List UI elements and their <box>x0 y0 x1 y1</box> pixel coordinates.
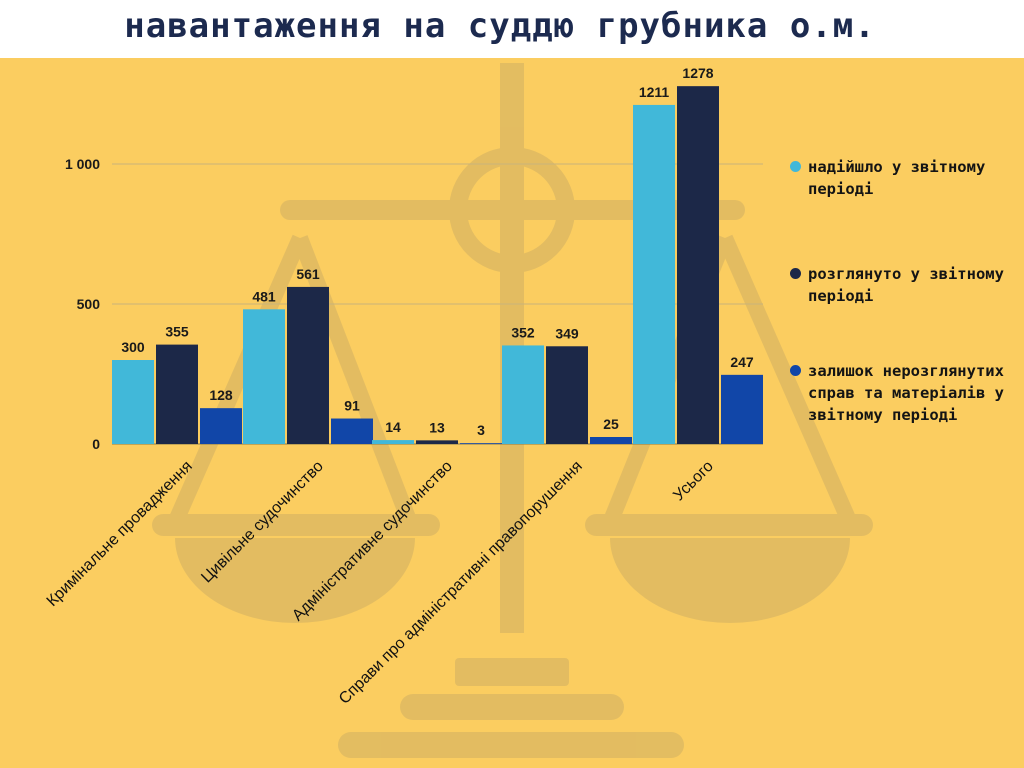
bar <box>721 374 763 444</box>
legend-label: залишок нерозглянутих справ та матеріалі… <box>808 362 1004 424</box>
bar <box>546 346 588 444</box>
data-label: 1278 <box>682 65 713 81</box>
bar <box>416 440 458 444</box>
data-label: 349 <box>555 325 579 341</box>
data-label: 561 <box>296 266 320 282</box>
data-label: 247 <box>730 354 754 370</box>
y-tick-label: 500 <box>77 296 101 312</box>
data-label: 91 <box>344 398 360 414</box>
bar <box>460 443 502 444</box>
data-label: 355 <box>165 324 189 340</box>
data-label: 1211 <box>639 84 670 100</box>
bar-chart: 0 500 1 000 300 355 128 481 561 91 14 13 3 352 349 25… <box>44 63 873 758</box>
data-label: 14 <box>385 419 401 435</box>
legend-label: розглянуто у звітному періоді <box>808 265 1004 305</box>
legend-label: надійшло у звітному періоді <box>808 158 986 198</box>
chart-title: навантаження на суддю грубника о.м. <box>124 6 876 46</box>
chart-panel: 0 500 1 000 300 355 128 481 561 91 14 13 3 352 349 25… <box>0 58 1024 768</box>
bar <box>331 418 373 444</box>
scales-watermark <box>152 63 873 758</box>
data-label: 25 <box>603 416 619 432</box>
y-tick-label: 0 <box>92 436 100 452</box>
bar <box>112 360 154 444</box>
bar <box>677 86 719 444</box>
data-label: 352 <box>511 324 535 340</box>
y-tick-label: 1 000 <box>65 156 100 172</box>
legend-dot <box>790 268 801 279</box>
legend-dot <box>790 161 801 172</box>
y-axis: 0 500 1 000 <box>65 156 100 452</box>
data-label: 300 <box>121 339 145 355</box>
bar <box>287 286 329 444</box>
bar <box>502 345 544 444</box>
bar <box>372 440 414 444</box>
data-label: 481 <box>252 288 276 304</box>
bar <box>243 309 285 444</box>
x-tick-label: Усього <box>670 458 717 505</box>
bar <box>633 104 675 445</box>
data-label: 128 <box>209 387 233 403</box>
data-label: 3 <box>477 422 485 438</box>
bars <box>112 86 763 445</box>
data-labels: 300 355 128 481 561 91 14 13 3 352 349 25 1211 1278 24… <box>121 65 754 438</box>
data-label: 13 <box>429 419 445 435</box>
legend-dot <box>790 365 801 376</box>
bar <box>590 437 632 444</box>
bar <box>156 344 198 444</box>
bar <box>200 408 242 444</box>
